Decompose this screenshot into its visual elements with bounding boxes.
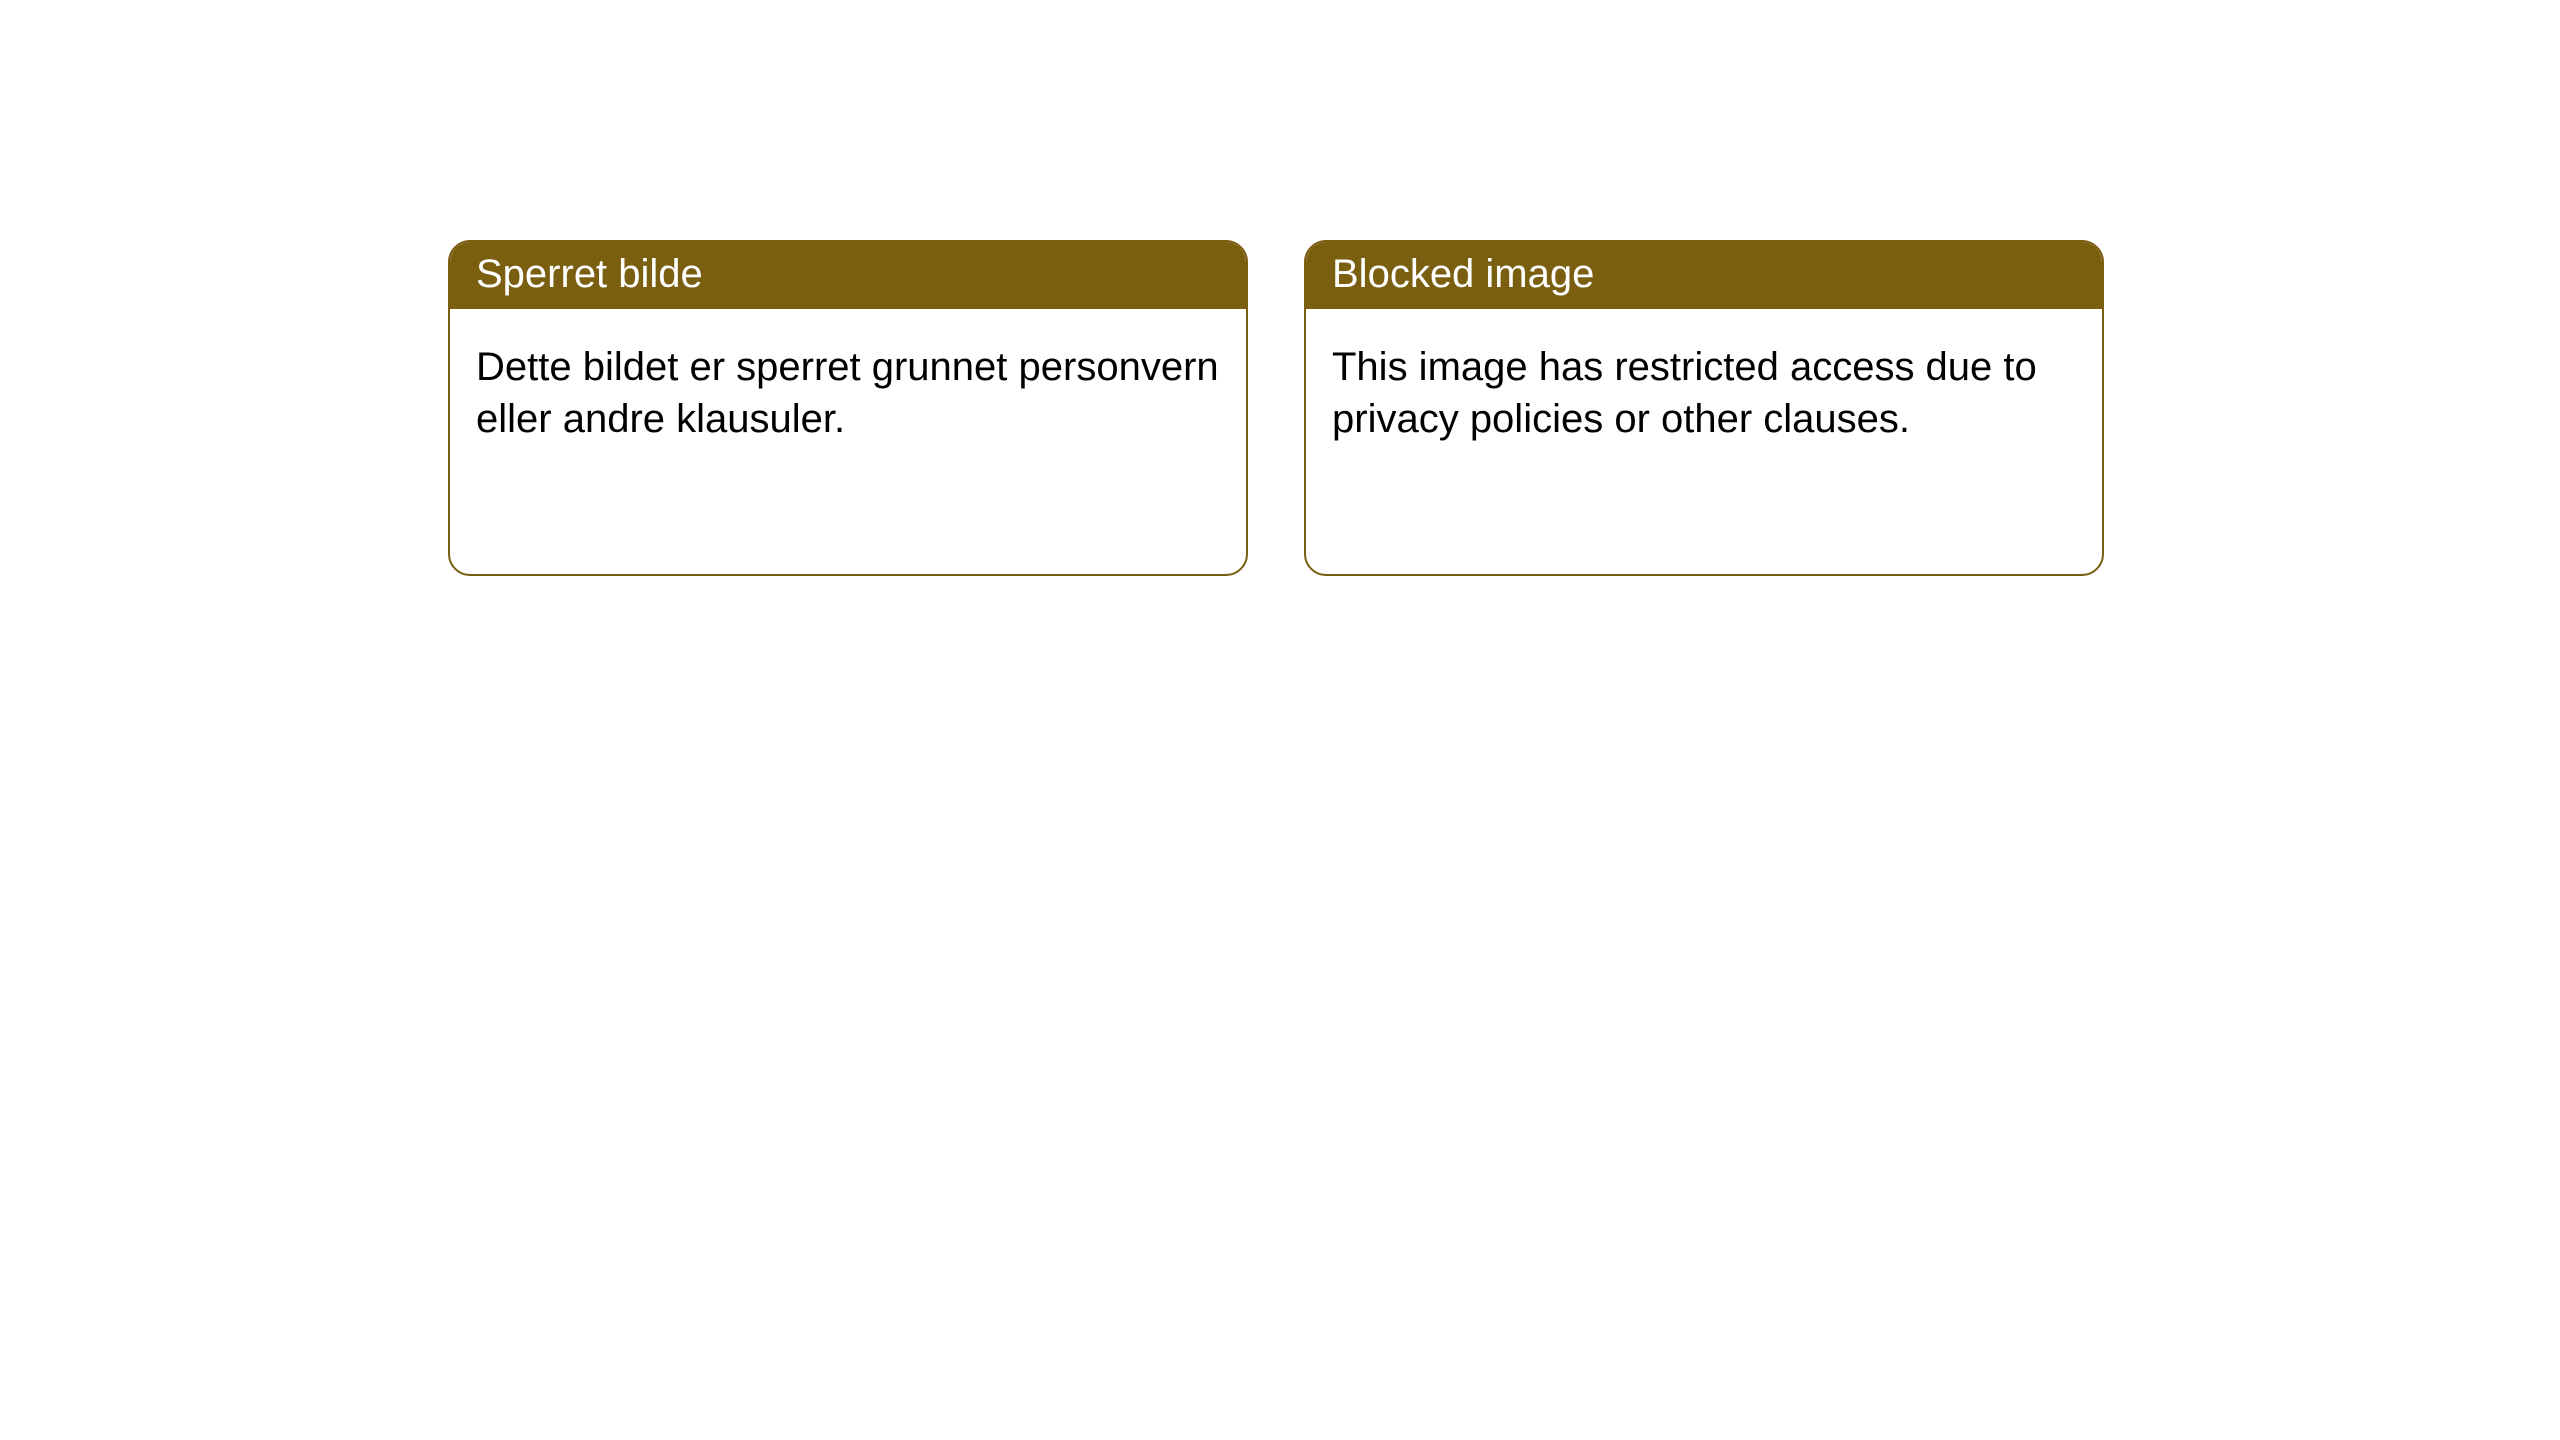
blocked-image-card-row: Sperret bilde Dette bildet er sperret gr… [448, 240, 2560, 576]
card-header-en: Blocked image [1306, 242, 2102, 309]
card-title-en: Blocked image [1332, 252, 1594, 296]
card-text-no: Dette bildet er sperret grunnet personve… [476, 345, 1219, 441]
blocked-image-card-no: Sperret bilde Dette bildet er sperret gr… [448, 240, 1248, 576]
card-header-no: Sperret bilde [450, 242, 1246, 309]
blocked-image-card-en: Blocked image This image has restricted … [1304, 240, 2104, 576]
card-title-no: Sperret bilde [476, 252, 703, 296]
card-body-en: This image has restricted access due to … [1306, 309, 2102, 477]
card-body-no: Dette bildet er sperret grunnet personve… [450, 309, 1246, 477]
card-text-en: This image has restricted access due to … [1332, 345, 2037, 441]
